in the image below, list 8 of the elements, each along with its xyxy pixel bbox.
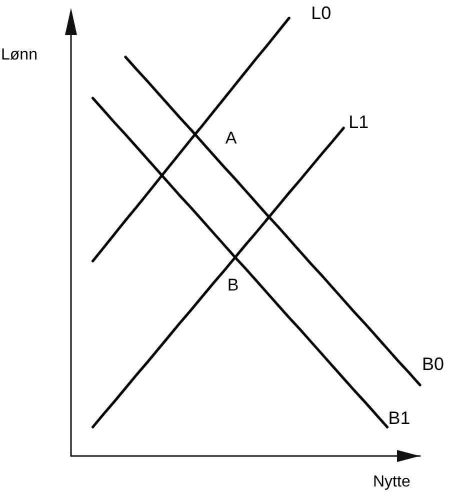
- annotation: B: [227, 276, 239, 294]
- series-label: L0: [311, 3, 332, 23]
- series-label: B0: [422, 354, 444, 374]
- y-axis-title: Lønn: [1, 46, 38, 64]
- series-label: B1: [388, 408, 410, 428]
- series-label: L1: [348, 112, 369, 132]
- annotation: A: [225, 128, 238, 148]
- x-axis-title: Nytte: [373, 474, 410, 490]
